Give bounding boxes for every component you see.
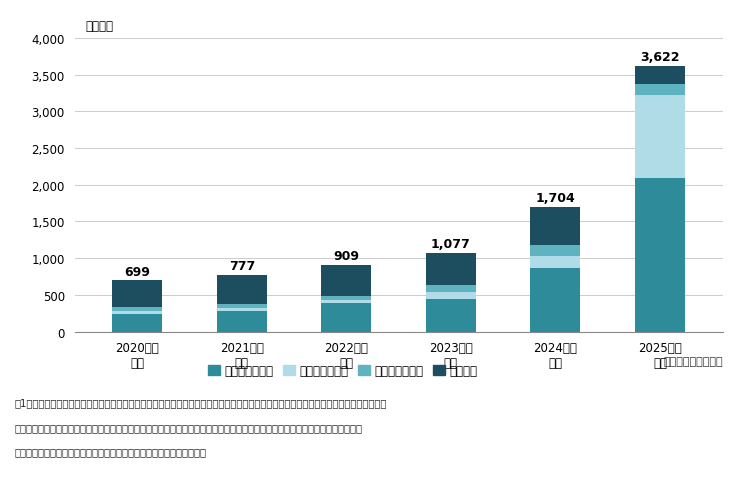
Bar [217,305,267,308]
Text: 各省庁で予算化された事業規模（国家予算）を対象として、算出した。: 各省庁で予算化された事業規模（国家予算）を対象として、算出した。 [15,447,207,456]
Bar [635,67,685,84]
Bar [425,253,476,285]
Text: 飲食費など日中の活動にかかるサービス（地域インパクト）、通常業務以外の研修や合宿にかかるサービス（研修インパクト）、: 飲食費など日中の活動にかかるサービス（地域インパクト）、通常業務以外の研修や合宿… [15,422,363,432]
Bar [425,299,476,332]
Text: 注1．ワーケーションとは休暇を過ごす環境に滞在しながら、仕事をする働き方全般を指す。滞在にかかるサービス（宿泊インパクト）、: 注1．ワーケーションとは休暇を過ごす環境に滞在しながら、仕事をする働き方全般を指… [15,398,387,407]
Bar [321,304,372,332]
Text: 1,077: 1,077 [431,238,471,250]
Text: 699: 699 [124,265,150,278]
Bar [425,285,476,292]
Bar [217,308,267,311]
Bar [530,207,580,245]
Bar [530,257,580,268]
Bar [321,300,372,304]
Bar [112,314,162,332]
Bar [112,281,162,307]
Text: 3,622: 3,622 [640,51,679,64]
Bar [217,275,267,305]
Text: （億円）: （億円） [85,20,113,33]
Text: 909: 909 [333,250,359,263]
Bar [530,245,580,257]
Bar [112,307,162,311]
Bar [635,179,685,332]
Bar [217,311,267,332]
Bar [112,311,162,314]
Text: 1,704: 1,704 [536,192,575,204]
Text: 矢野経済研究所調べ: 矢野経済研究所調べ [663,356,723,366]
Bar [321,265,372,296]
Bar [425,292,476,299]
Bar [530,268,580,332]
Bar [635,96,685,179]
Bar [635,84,685,96]
Text: 777: 777 [229,260,255,272]
Legend: 宿泊インパクト, 地域インパクト, 研修インパクト, 国家予算: 宿泊インパクト, 地域インパクト, 研修インパクト, 国家予算 [203,360,482,382]
Bar [321,296,372,300]
